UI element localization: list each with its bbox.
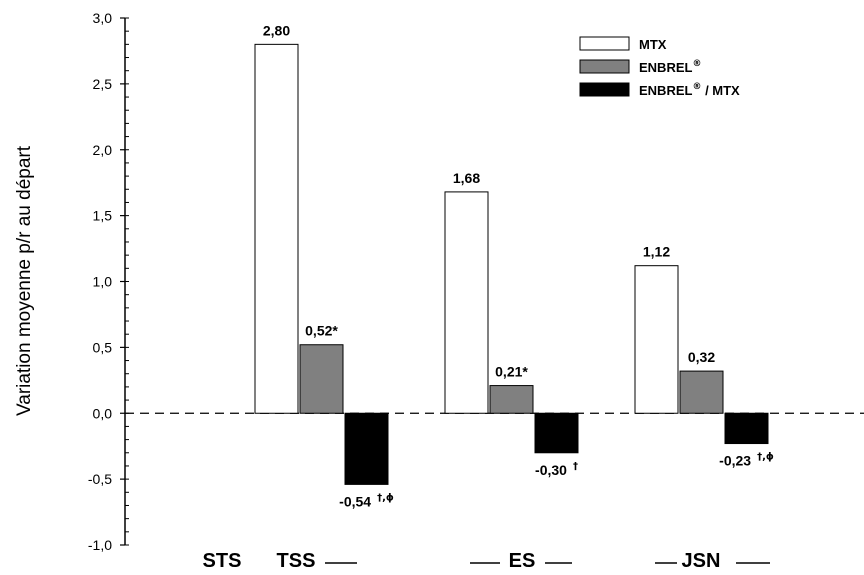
y-axis: -1,0 -0,5 0,0 0,5 1,0 1,5 2,0 2,5 3,0 [88, 10, 129, 553]
legend-registered-mark: ® [692, 82, 701, 92]
bar-3-jsn [724, 412, 769, 445]
data-label: -0,30 † [535, 461, 578, 478]
y-tick-label: 3,0 [93, 10, 113, 26]
bar-1-tss [254, 43, 299, 414]
bar-1-jsn [634, 265, 679, 414]
data-label-footnote: †,ϕ [377, 492, 394, 503]
y-tick-label: 2,5 [93, 76, 113, 92]
y-tick-label: -0,5 [88, 471, 112, 487]
bar-2-es [489, 385, 534, 414]
data-label: 1,12 [643, 244, 670, 260]
y-tick-label: 1,0 [93, 274, 113, 290]
bar-1-es [444, 191, 489, 414]
legend-swatch [579, 59, 630, 74]
data-label: 0,52* [305, 323, 338, 339]
bar-2-tss [299, 344, 344, 414]
bar-3-es [534, 412, 579, 454]
data-label-footnote: † [573, 461, 578, 472]
data-label: 1,68 [453, 170, 480, 186]
legend-entry: MTX [639, 37, 667, 52]
category-labels: STS TSS ES JSN [203, 550, 770, 572]
data-label: -0,54 †,ϕ [339, 492, 394, 509]
bars [254, 43, 769, 485]
bar-2-jsn [679, 370, 724, 414]
y-tick-label: 0,0 [93, 405, 113, 421]
y-tick-label: -1,0 [88, 537, 112, 553]
legend-entry: ENBREL® [639, 59, 701, 75]
data-label: -0,23 †,ϕ [719, 452, 774, 469]
category-label: ES [509, 550, 536, 572]
category-label: TSS [277, 550, 316, 572]
data-label: 2,80 [263, 22, 290, 38]
legend-suffix: / MTX [701, 83, 740, 98]
y-axis-label: Variation moyenne p/r au départ [14, 145, 35, 416]
category-label: STS [203, 550, 242, 572]
category-label: JSN [682, 550, 721, 572]
legend-entry: ENBREL® / MTX [639, 82, 740, 98]
data-labels: 2,80 1,68 1,12 0,52* 0,21* 0,32 -0,54 †,ϕ -0,30 †… [263, 22, 774, 509]
legend-swatch [579, 36, 630, 51]
data-label-footnote: †,ϕ [757, 452, 774, 463]
y-tick-label: 0,5 [93, 339, 113, 355]
legend-swatch [579, 82, 630, 97]
bar-3-tss [344, 412, 389, 485]
data-label: 0,32 [688, 349, 715, 365]
legend: MTX ENBREL® ENBREL® / MTX [579, 36, 740, 98]
legend-registered-mark: ® [692, 59, 701, 69]
data-label: 0,21* [495, 364, 528, 380]
y-tick-label: 2,0 [93, 142, 113, 158]
y-tick-label: 1,5 [93, 208, 113, 224]
